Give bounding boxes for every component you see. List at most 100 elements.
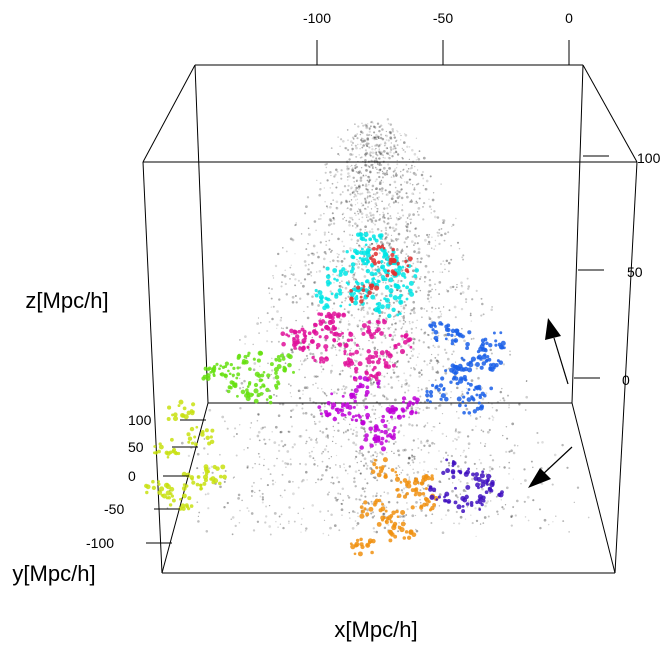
cloud-point [417, 411, 420, 415]
series-8-point [392, 271, 397, 276]
series-1-point [313, 358, 317, 363]
cloud-point [386, 170, 388, 173]
cloud-point [336, 388, 340, 391]
z-tick-label: 100 [637, 150, 661, 166]
cloud-point [370, 393, 373, 396]
cloud-point [387, 163, 390, 166]
cloud-point [361, 414, 364, 417]
cloud-point [249, 438, 251, 440]
cloud-point [210, 465, 213, 468]
cloud-point [329, 261, 331, 263]
series-1-point [343, 363, 347, 367]
cloud-point [354, 222, 357, 225]
series-1-point [388, 333, 392, 337]
series-4-point [380, 429, 384, 434]
cloud-point [349, 203, 353, 207]
cloud-point [410, 407, 414, 411]
cloud-point [361, 205, 363, 207]
cloud-point [482, 313, 485, 316]
series-4-point [341, 394, 345, 398]
cloud-point [359, 156, 362, 159]
cloud-point [369, 170, 372, 173]
cloud-point [371, 138, 373, 140]
cloud-point [339, 465, 341, 467]
series-3-point [277, 358, 282, 363]
cloud-point [413, 367, 415, 369]
cloud-point [356, 325, 359, 328]
series-6-point [402, 478, 408, 483]
series-4-point [380, 418, 386, 424]
cloud-point [392, 175, 395, 178]
series-6-point [424, 473, 429, 479]
cloud-point [422, 218, 425, 221]
cloud-point [376, 348, 379, 351]
cloud-point [351, 150, 353, 152]
cloud-point [268, 320, 271, 323]
cloud-point [450, 390, 453, 393]
cloud-point [434, 239, 437, 242]
cloud-point [540, 482, 544, 485]
series-3-point [269, 362, 274, 367]
cloud-point [350, 314, 353, 317]
cloud-point [484, 445, 486, 447]
series-2-point [452, 367, 456, 371]
series-4-point [332, 416, 338, 422]
y-tick-label: -100 [86, 535, 114, 551]
cloud-point [359, 143, 362, 146]
cloud-point [385, 451, 388, 454]
cloud-point [484, 442, 487, 445]
cloud-point [387, 500, 391, 504]
cloud-point [379, 213, 381, 216]
cloud-point [368, 127, 372, 130]
cloud-point [437, 334, 440, 337]
cloud-point [295, 301, 298, 304]
cloud-point [512, 451, 516, 455]
cloud-point [406, 217, 409, 219]
cloud-point [294, 295, 297, 297]
cloud-point [344, 469, 347, 472]
cloud-point [372, 216, 375, 220]
cloud-point [317, 387, 319, 389]
cloud-point [350, 216, 353, 220]
series-5-point [177, 404, 181, 408]
cloud-point [372, 198, 375, 201]
series-1-point [307, 331, 312, 336]
cloud-point [393, 145, 396, 148]
cloud-point [397, 530, 400, 533]
cloud-point [415, 235, 418, 238]
cloud-point [242, 386, 244, 389]
cloud-point [499, 466, 501, 468]
cloud-point [338, 320, 342, 324]
series-8-point [374, 285, 380, 291]
cloud-point [355, 214, 357, 216]
cloud-point [343, 245, 345, 248]
cloud-point [437, 353, 440, 356]
cloud-point [423, 308, 426, 310]
cloud-point [340, 508, 344, 512]
cloud-point [348, 280, 350, 282]
cloud-point [350, 186, 353, 189]
cloud-point [311, 336, 314, 339]
cloud-point [370, 460, 374, 464]
cloud-point [433, 426, 436, 428]
cloud-point [383, 395, 386, 398]
cloud-point [365, 364, 369, 368]
cloud-point [374, 205, 377, 208]
cloud-point [290, 395, 292, 398]
cloud-point [298, 368, 301, 371]
cloud-point [430, 247, 433, 249]
series-7-point [457, 469, 461, 473]
cloud-point [291, 301, 295, 304]
cloud-point [423, 360, 426, 363]
cloud-point [385, 397, 389, 401]
cloud-point [438, 232, 441, 235]
cloud-point [315, 439, 318, 441]
cloud-point [382, 156, 385, 159]
cloud-point [302, 359, 306, 363]
series-5-point [183, 414, 189, 420]
cloud-point [319, 478, 322, 482]
cloud-point [422, 156, 426, 160]
cloud-point [367, 175, 371, 179]
cloud-point [349, 367, 352, 369]
cloud-point [351, 166, 354, 169]
